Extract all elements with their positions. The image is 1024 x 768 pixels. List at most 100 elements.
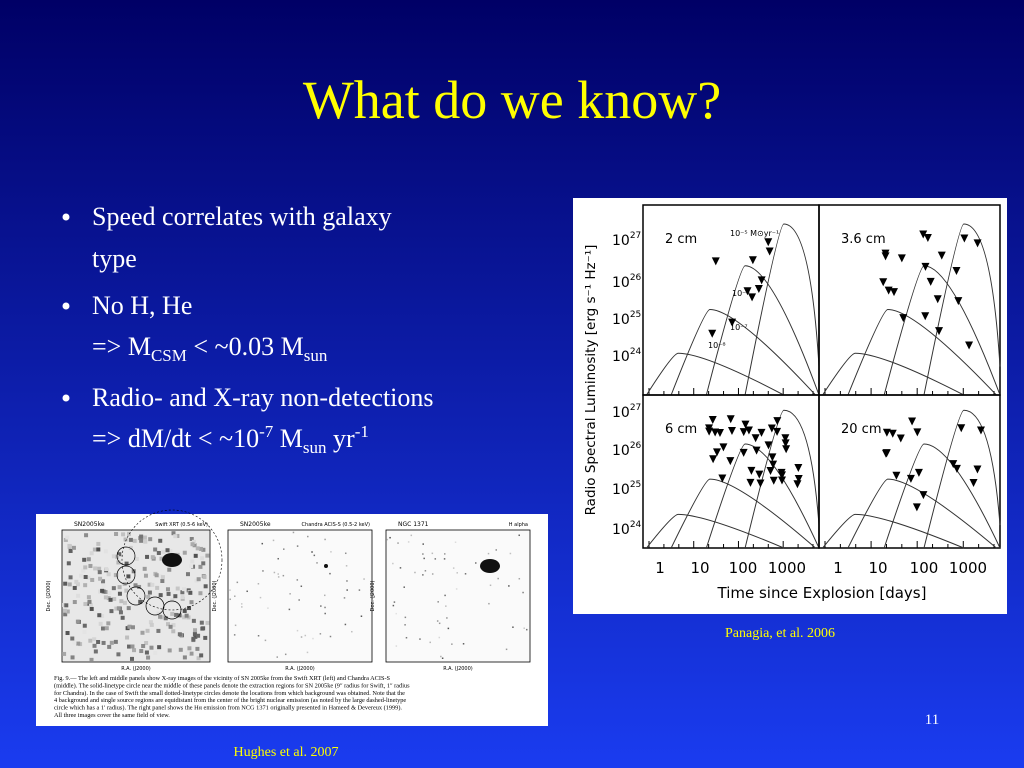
tick-exponent: 27 [630, 231, 641, 241]
pixel [72, 600, 77, 605]
extraction-region [162, 600, 182, 620]
pixel [127, 580, 132, 585]
model-curve [646, 513, 784, 549]
tick-exponent: 27 [630, 403, 641, 413]
upper-limit [708, 329, 717, 338]
pixel [316, 562, 318, 564]
pixel [229, 598, 231, 601]
pixel [156, 611, 161, 616]
pixel [156, 550, 161, 555]
pixel [292, 531, 295, 534]
pixel [112, 597, 117, 602]
upper-limit [926, 277, 935, 286]
upper-limit [976, 426, 985, 435]
upper-limit [757, 428, 766, 437]
pixel [126, 574, 131, 579]
pixel [141, 600, 146, 605]
pixel [165, 587, 170, 592]
pixel [509, 552, 512, 555]
pixel [90, 577, 95, 582]
pixel [148, 620, 153, 625]
upper-limit [892, 471, 901, 480]
pixel [195, 546, 200, 551]
pixel [113, 639, 118, 644]
radio-figure [573, 198, 1007, 614]
pixel [191, 618, 196, 623]
pixel [443, 553, 446, 555]
pixel [167, 567, 172, 572]
pixel [98, 621, 103, 626]
pixel [288, 608, 291, 611]
pixel [101, 579, 106, 584]
curve-label: 10⁻⁸ [708, 341, 726, 350]
y-tick-label: 1027 [612, 403, 641, 421]
pixel [171, 531, 176, 536]
pixel [68, 575, 73, 580]
image-panel [61, 529, 211, 663]
pixel [160, 575, 165, 580]
model-curve [744, 223, 820, 396]
pixel [205, 620, 210, 625]
pixel [345, 565, 348, 567]
pixel [272, 539, 275, 542]
pixel [257, 635, 260, 637]
panel-label: 20 cm [841, 422, 882, 437]
pixel [422, 543, 424, 545]
axis-label: R.A. (J2000) [121, 666, 151, 672]
pixel [346, 589, 348, 591]
pixel [139, 534, 144, 539]
y-tick-label: 1024 [612, 520, 642, 538]
tick-exponent: 25 [630, 310, 641, 320]
pixel [193, 553, 198, 558]
pixel [127, 624, 132, 629]
pixel [283, 548, 285, 550]
tick-base: 10 [612, 233, 630, 249]
model-curve [923, 223, 1001, 396]
pixel [358, 589, 361, 591]
pixel [153, 650, 158, 655]
extraction-region [116, 546, 136, 566]
pixel [259, 596, 262, 599]
upper-limit [777, 476, 786, 485]
pixel [173, 594, 178, 599]
pixel [193, 628, 198, 633]
pixel [150, 555, 155, 560]
upper-limit [919, 230, 928, 239]
pixel [62, 651, 67, 656]
pixel [86, 575, 91, 580]
upper-limit [726, 457, 735, 466]
upper-limit [718, 474, 727, 483]
upper-limit [921, 312, 930, 321]
pixel [346, 580, 348, 582]
upper-limit [884, 286, 893, 295]
pixel [203, 635, 208, 640]
pixel [114, 606, 119, 611]
pixel [116, 652, 121, 657]
pixel [160, 578, 165, 583]
pixel [106, 621, 111, 626]
pixel [344, 552, 347, 555]
pixel [128, 537, 133, 542]
upper-limit [773, 427, 782, 436]
text-run: => dM/dt < ~10 [92, 424, 259, 453]
upper-limit [705, 427, 714, 436]
pixel [447, 627, 450, 630]
upper-limit [899, 314, 908, 323]
pixel [451, 643, 453, 645]
axis-label: Dec. (J2000) [370, 580, 376, 611]
pixel [62, 602, 67, 607]
pixel [392, 562, 394, 565]
pixel [452, 567, 455, 569]
upper-limit [879, 278, 888, 287]
pixel [386, 538, 388, 541]
tick-base: 10 [612, 275, 630, 291]
upper-limit [741, 420, 750, 429]
pixel [397, 542, 399, 544]
pixel [67, 543, 72, 548]
pixel [104, 626, 109, 631]
upper-limit [888, 429, 897, 438]
x-axis-label: Time since Explosion [days] [717, 584, 927, 602]
pixel [145, 554, 150, 559]
pixel [488, 602, 490, 605]
pixel [489, 584, 492, 587]
